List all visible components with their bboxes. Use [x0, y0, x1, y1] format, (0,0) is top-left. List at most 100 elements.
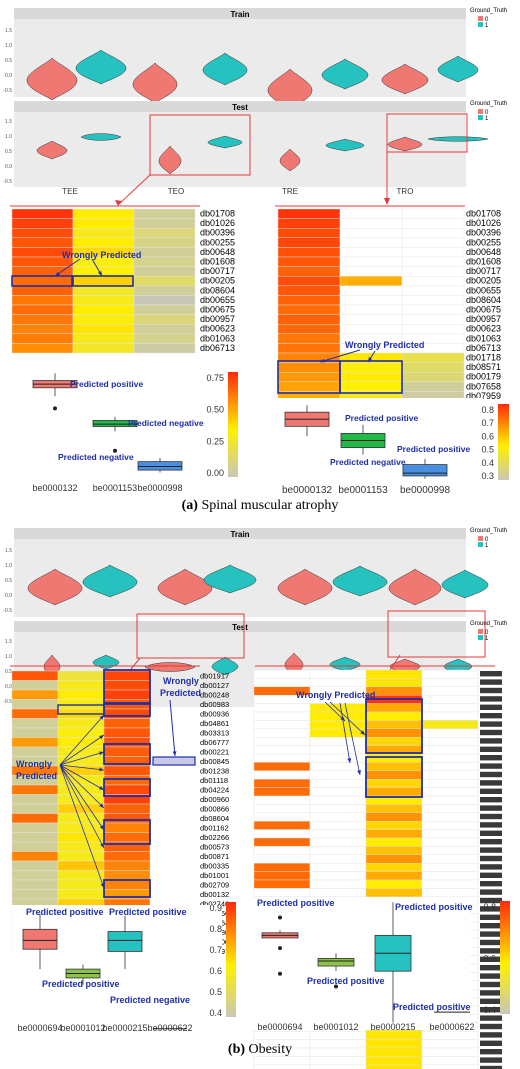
- b-connector-right: [389, 654, 401, 671]
- legend-label-0: 0: [485, 630, 489, 636]
- b-right-heatmap-row-label: [480, 771, 502, 778]
- b-right-heatmap-cell: [421, 787, 479, 797]
- a-right-heatmap-cell: [401, 266, 465, 277]
- a-left-heatmap-row-label: db00655: [200, 295, 235, 305]
- a-right-heatmap-row-label: db00717: [466, 266, 501, 276]
- a-right-pos-label: Predicted positive: [345, 413, 418, 423]
- a-left-wrong-arrow-2-head: [97, 271, 102, 276]
- b-left-heatmap-cell: [103, 784, 151, 795]
- b-right-heatmap-cell: [365, 711, 423, 721]
- b-right-heatmap-cell: [365, 888, 423, 898]
- a-left-boxplot-box: [137, 461, 183, 471]
- b-right-heatmap-row-label: [480, 906, 502, 912]
- b-left-heatmap-row-label: db01238: [200, 766, 229, 775]
- b-right-heatmap-row-label: [480, 889, 502, 895]
- b-left-heatmap-cell: [103, 803, 151, 814]
- b-right-heatmap-cell: [421, 871, 479, 881]
- a-right-heatmap-cell: [339, 237, 403, 248]
- a-left-heatmap-cell: [72, 227, 135, 238]
- b-right-heatmap-cell: [309, 812, 367, 822]
- b-left-heatmap-cell: [11, 803, 59, 814]
- b-right-heatmap-cell: [365, 846, 423, 856]
- b-left-heatmap-row-label: db06777: [200, 738, 229, 747]
- b-right-heatmap-row-label: [480, 696, 502, 702]
- b-right-heatmap-row-label: [480, 990, 502, 996]
- b-left-wrong-arrow-6: [59, 764, 105, 831]
- b-right-heatmap-cell: [365, 762, 423, 772]
- b-left-heatmap-cell: [103, 689, 151, 700]
- b-right-heatmap-cell: [309, 770, 367, 780]
- b-left-heatmap-cell: [11, 813, 59, 824]
- b-train-tick: 0.5: [5, 578, 12, 584]
- caption-a: (a) Spinal muscular atrophy: [0, 498, 520, 514]
- b-right-heatmap-cell: [309, 854, 367, 864]
- b-left-wrongly-label: Wrongly: [16, 759, 52, 769]
- b-left-heatmap-cell: [11, 889, 59, 900]
- b-left-wrong-arrow-5: [59, 764, 105, 809]
- b-right-heatmap-cell: [421, 846, 479, 856]
- legend-label-0: 0: [485, 110, 489, 116]
- a-right-heatmap-cell: [277, 276, 341, 287]
- a-highlight-box: [149, 114, 251, 176]
- legend-label-1: 1: [485, 116, 489, 122]
- a-right-heatmap-cell: [401, 381, 465, 392]
- b-left-heatmap-row-label: db00983: [200, 700, 229, 709]
- a-left-boxplot-outlier: [113, 448, 117, 453]
- a-train-tick: 1.0: [5, 43, 12, 49]
- caption-b-text: Obesity: [245, 1042, 293, 1057]
- a-left-heatmap-cell: [133, 333, 196, 344]
- b-left-wrong-box-2: [103, 778, 151, 797]
- b-left-heatmap-cell: [103, 851, 151, 862]
- b-left-heatmap-cell: [57, 727, 105, 738]
- b-left-heatmap-cell: [57, 879, 105, 890]
- a-right-heatmap-cell: [277, 247, 341, 258]
- b-left-heatmap-cell: [103, 870, 151, 881]
- b-left-heatmap-cell: [11, 670, 59, 681]
- b-right-heatmap-row-label: [480, 1007, 502, 1013]
- b-test-tick: -0.5: [3, 699, 12, 705]
- a-group-label: TRE: [282, 187, 298, 196]
- a-right-heatmap-cell: [277, 208, 341, 219]
- a-right-heatmap-cell: [401, 256, 465, 267]
- a-connector-right-head: [384, 198, 390, 205]
- legend-key-1: [478, 542, 483, 547]
- a-test-violin: [207, 135, 243, 149]
- a-right-heatmap-cell: [277, 218, 341, 229]
- a-left-wrongly-label: Wrongly Predicted: [62, 250, 141, 260]
- a-left-heatmap-cell: [133, 227, 196, 238]
- a-left-heatmap-cell: [11, 333, 74, 344]
- b-left-heatmap-cell: [103, 822, 151, 833]
- a-right-heatmap-row-label: db00675: [466, 304, 501, 314]
- b-left-wrong-arrow-2-head: [99, 751, 104, 756]
- a-test-plot: [14, 112, 466, 187]
- b-right-colorbar-tick: 0.6: [483, 954, 496, 964]
- a-left-heatmap-cell: [11, 285, 74, 296]
- a-left-colorbar: [228, 372, 238, 477]
- b-left-heatmap-cell: [57, 870, 105, 881]
- b-right-heatmap-cell: [421, 762, 479, 772]
- a-train-violin: [381, 63, 429, 95]
- b-test-tick: 0.0: [5, 684, 12, 690]
- a-right-heatmap-row-label: db08571: [466, 362, 501, 372]
- a-left-heatmap-cell: [72, 208, 135, 219]
- b-train-tick: 1.5: [5, 548, 12, 554]
- b-right-boxplot-x-label: be0001012: [313, 1022, 358, 1032]
- a-train-tick: 0.5: [5, 58, 12, 64]
- b-right-heatmap-cell: [421, 753, 479, 763]
- b-right-heatmap-cell: [253, 669, 311, 679]
- b-left-wrong-arrow-0: [59, 714, 105, 766]
- b-train-violin: [332, 565, 388, 597]
- b-right-heatmap-cell: [421, 720, 479, 730]
- b-right-boxplot-outlier: [278, 946, 282, 951]
- a-left-heatmap-cell: [133, 218, 196, 229]
- a-right-heatmap-cell: [401, 295, 465, 306]
- b-right-heatmap-cell: [309, 703, 367, 713]
- b-right-heatmap-cell: [309, 753, 367, 763]
- b-right-heatmap-row-label: [480, 998, 502, 1004]
- b-left-heatmap-cell: [11, 746, 59, 757]
- b-right-pos-label-4: Predicted positive: [393, 1002, 471, 1012]
- b-right-heatmap-cell: [253, 829, 311, 839]
- b-right-heatmap-row-label: [480, 939, 502, 946]
- b-right-heatmap-row-label: [480, 763, 502, 769]
- b-right-heatmap-cell: [309, 678, 367, 688]
